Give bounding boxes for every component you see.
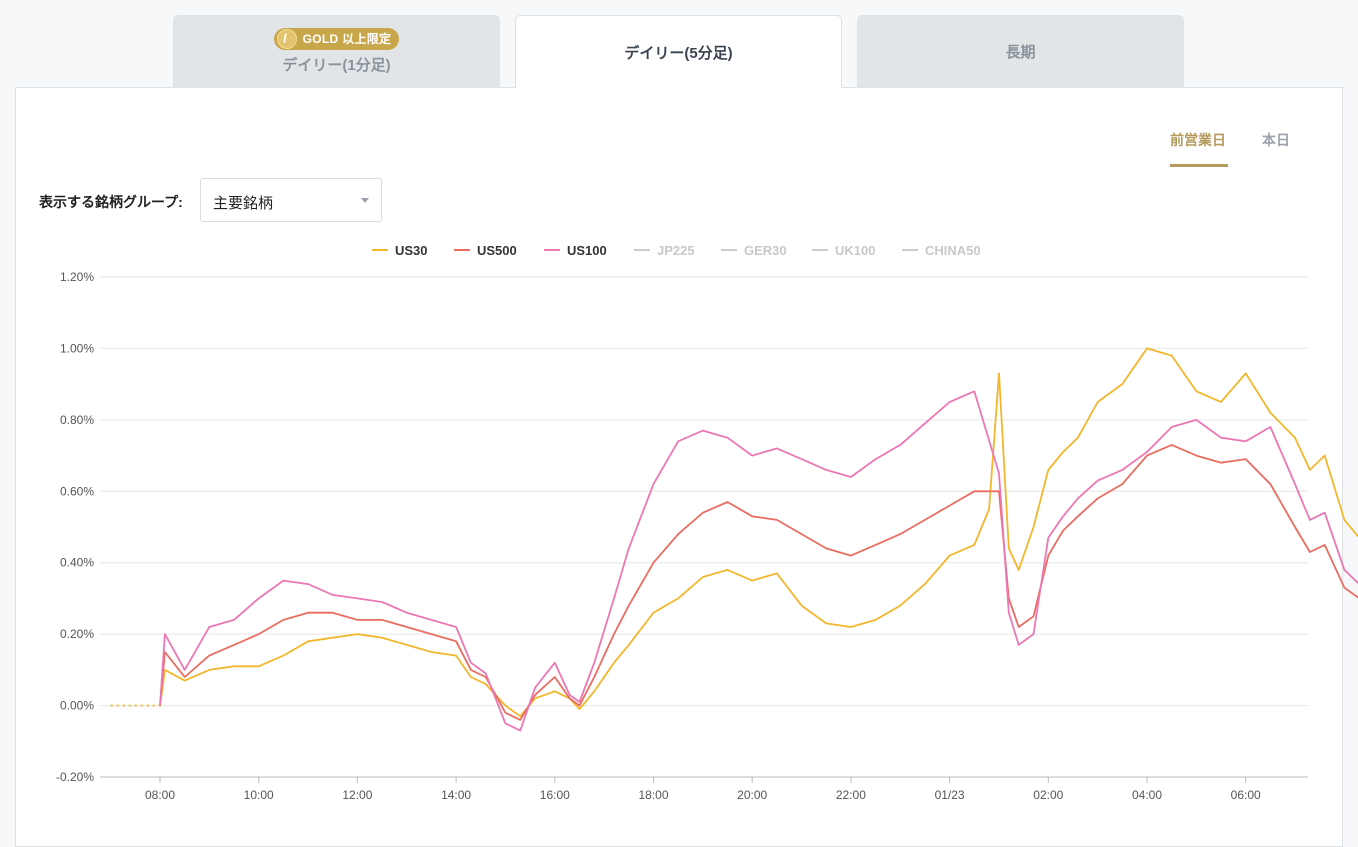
- legend-item-china50[interactable]: CHINA50: [902, 243, 981, 258]
- tab-label: デイリー(1分足): [282, 56, 391, 74]
- tab-daily-1min[interactable]: GOLD 以上限定 デイリー(1分足): [173, 15, 500, 87]
- period-tab-previous-day[interactable]: 前営業日: [1170, 132, 1226, 148]
- line-chart: US30 US500 US100 JP225 GER30 UK100 CHINA50 -0.…: [56, 243, 1358, 802]
- legend-item-ger30[interactable]: GER30: [721, 243, 787, 258]
- x-tick-label: 08:00: [145, 788, 175, 802]
- x-tick-label: 16:00: [540, 788, 570, 802]
- x-tick-label: 22:00: [836, 788, 866, 802]
- x-tick-label: 02:00: [1033, 788, 1063, 802]
- x-tick-label: 18:00: [638, 788, 668, 802]
- gold-badge-label: GOLD 以上限定: [302, 32, 392, 46]
- group-select[interactable]: 主要銘柄: [200, 178, 382, 222]
- chevron-down-icon: [361, 198, 369, 203]
- legend-label: CHINA50: [925, 243, 981, 258]
- tab-label: 長期: [1005, 43, 1036, 61]
- x-tick-label: 04:00: [1132, 788, 1162, 802]
- x-axis: 08:00 10:00 12:00 14:00 16:00 18:00 20:00 22:00…: [145, 777, 1261, 802]
- legend-item-us500[interactable]: US500: [454, 243, 517, 258]
- legend-item-uk100[interactable]: UK100: [812, 243, 875, 258]
- group-selector-label: 表示する銘柄グループ:: [39, 194, 183, 210]
- tab-label: デイリー(5分足): [624, 45, 733, 62]
- series-line-us500: [159, 443, 1358, 721]
- x-tick-label: 10:00: [244, 788, 274, 802]
- legend-label: US500: [477, 243, 517, 258]
- y-tick-label: 0.80%: [60, 413, 94, 427]
- y-tick-label: 1.20%: [60, 270, 94, 284]
- x-tick-label: 01/23: [935, 788, 965, 802]
- x-tick-label: 14:00: [441, 788, 471, 802]
- group-select-value: 主要銘柄: [213, 195, 274, 212]
- chart-grid: [100, 276, 1308, 778]
- legend-label: GER30: [744, 243, 787, 258]
- tab-long-term[interactable]: 長期: [857, 15, 1184, 87]
- y-tick-label: 0.20%: [60, 627, 94, 641]
- legend-label: UK100: [835, 243, 875, 258]
- series-line-dotted-us30: [110, 669, 166, 707]
- y-tick-label: 0.60%: [60, 484, 94, 498]
- legend-item-us30[interactable]: US30: [372, 243, 428, 258]
- period-tab-today[interactable]: 本日: [1262, 132, 1290, 148]
- gold-badge: GOLD 以上限定: [273, 27, 400, 50]
- x-tick-label: 06:00: [1231, 788, 1261, 802]
- chart-series: [110, 347, 1358, 732]
- chart-legend: US30 US500 US100 JP225 GER30 UK100 CHINA50: [372, 243, 981, 258]
- gold-coin-icon: [276, 28, 297, 49]
- y-tick-label: -0.20%: [56, 770, 94, 784]
- y-axis: -0.20% 0.00% 0.20% 0.40% 0.60% 0.80% 1.00% 1.20…: [56, 270, 94, 784]
- y-tick-label: 1.00%: [60, 341, 94, 355]
- x-tick-label: 20:00: [737, 788, 767, 802]
- series-line-us30: [159, 347, 1358, 718]
- y-tick-label: 0.00%: [60, 699, 94, 713]
- legend-item-us100[interactable]: US100: [544, 243, 607, 258]
- legend-item-jp225[interactable]: JP225: [634, 243, 695, 258]
- y-tick-label: 0.40%: [60, 556, 94, 570]
- legend-label: US30: [395, 243, 428, 258]
- x-tick-label: 12:00: [342, 788, 372, 802]
- tab-daily-5min[interactable]: デイリー(5分足): [515, 15, 842, 89]
- legend-label: JP225: [657, 243, 695, 258]
- period-tab-underline: [1170, 164, 1228, 167]
- legend-label: US100: [567, 243, 607, 258]
- series-line-us100: [159, 390, 1358, 732]
